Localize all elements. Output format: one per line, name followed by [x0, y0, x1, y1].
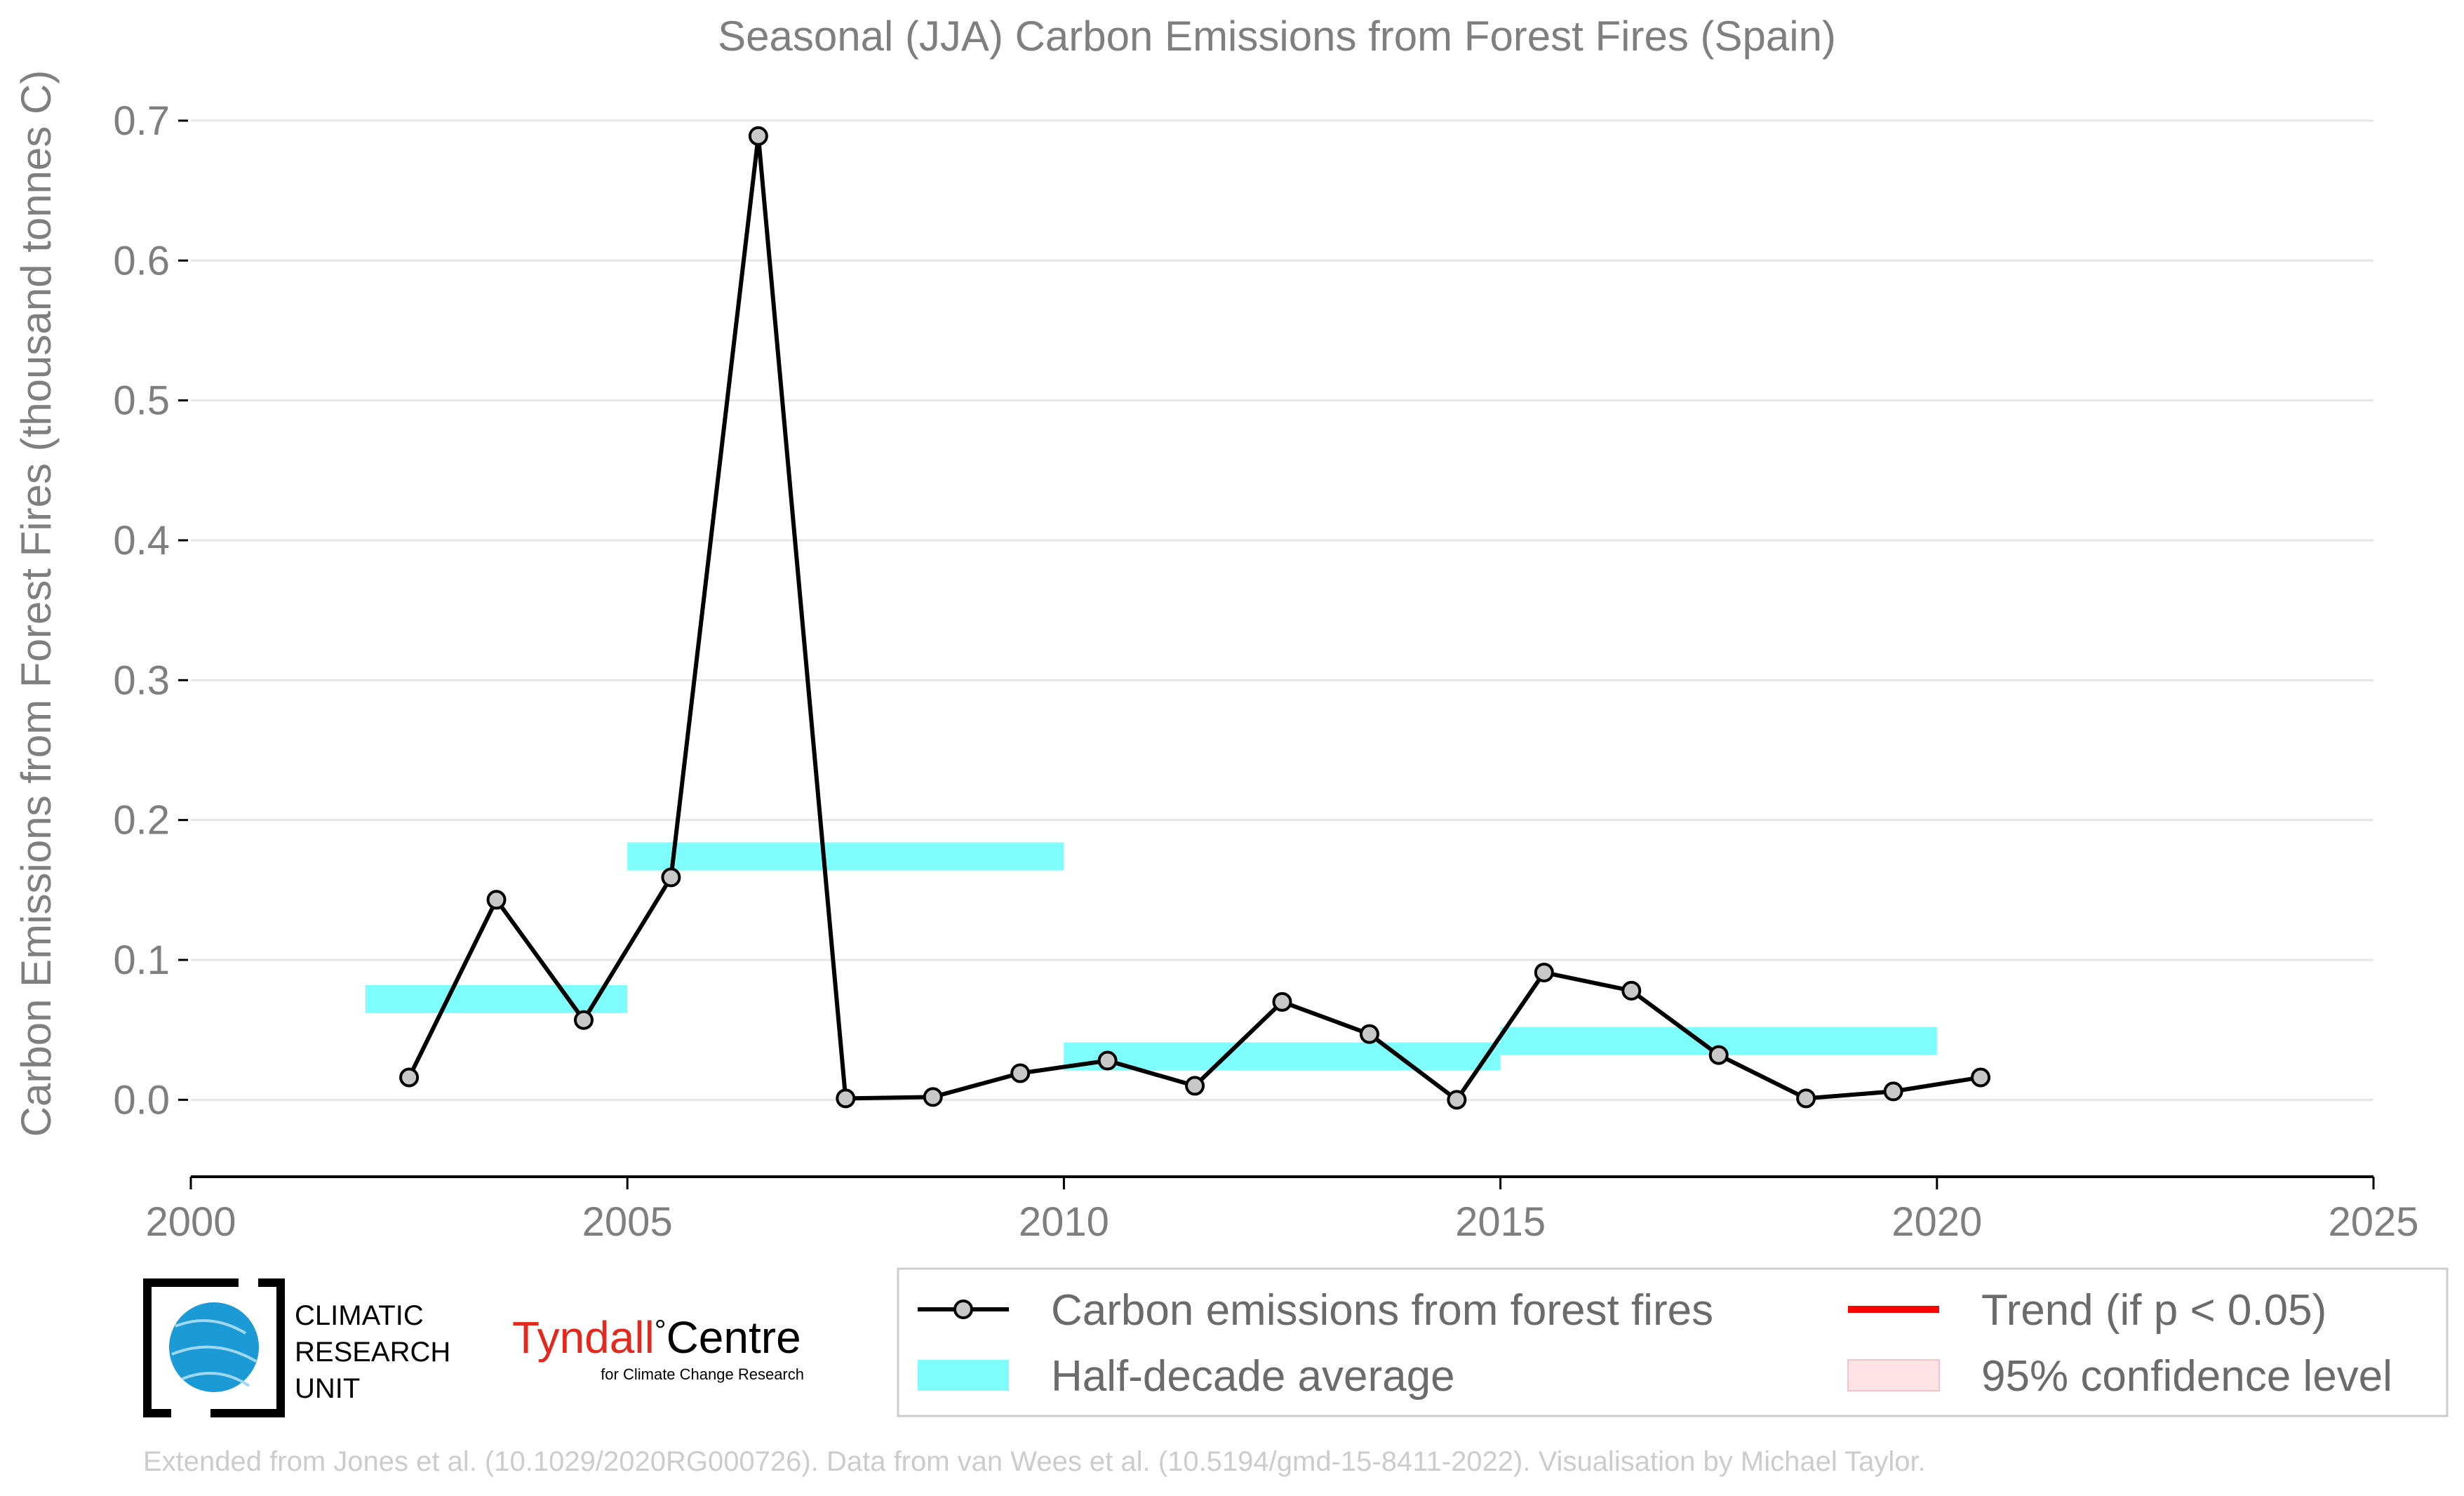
tyndall-subtitle: for Climate Change Research	[601, 1365, 804, 1383]
data-point-13	[1534, 962, 1554, 982]
tyndall-logo: Tyndall°Centre for Climate Change Resear…	[512, 1312, 804, 1383]
x-tick-label-0: 2000	[145, 1199, 236, 1245]
data-point-5	[836, 1088, 856, 1109]
data-point-3	[661, 867, 681, 888]
cru-text-line-2: RESEARCH	[295, 1337, 450, 1368]
half-decade-bar-0	[365, 984, 628, 1013]
legend-label-0: Carbon emissions from forest fires	[1051, 1286, 1713, 1335]
tyndall-word: Tyndall	[512, 1312, 655, 1363]
cru-text-line-1: CLIMATIC	[295, 1300, 424, 1331]
x-tick-label-1: 2005	[582, 1199, 673, 1245]
data-point-4	[748, 126, 768, 146]
legend-swatch-band	[1847, 1359, 1940, 1391]
cru-logo: CLIMATIC RESEARCH UNIT	[143, 1278, 450, 1417]
x-axis: 2000 2005 2010 2015 2020 2025	[145, 1175, 2419, 1245]
data-point-9	[1185, 1076, 1205, 1096]
tyndall-degree: °	[655, 1314, 667, 1347]
legend-frame	[897, 1267, 2449, 1417]
y-tick-label-2: 0.2	[113, 798, 170, 843]
half-decade-average-bars	[365, 842, 1937, 1071]
data-point-10	[1272, 991, 1292, 1012]
cru-logo-frame-right	[210, 1278, 285, 1417]
data-point-18	[1971, 1067, 1991, 1088]
legend-item-3: 95% confidence level	[1847, 1352, 2392, 1401]
data-point-12	[1447, 1090, 1467, 1110]
data-point-1	[486, 890, 507, 910]
y-tick-label-6: 0.6	[113, 238, 170, 283]
legend-swatch-band	[918, 1360, 1009, 1391]
gridlines	[191, 119, 2373, 1101]
x-tick-label-4: 2020	[1891, 1199, 1982, 1245]
legend-item-0: Carbon emissions from forest fires	[918, 1286, 1713, 1335]
y-tick-label-4: 0.4	[113, 518, 170, 563]
legend: Carbon emissions from forest fires Half-d…	[897, 1267, 2449, 1417]
centre-word: Centre	[667, 1312, 801, 1363]
legend-swatch-marker	[953, 1300, 973, 1319]
data-point-14	[1621, 980, 1642, 1001]
data-point-11	[1359, 1024, 1379, 1044]
data-point-16	[1796, 1088, 1816, 1109]
legend-item-2: Trend (if p < 0.05)	[1848, 1286, 2326, 1335]
y-tick-label-7: 0.7	[113, 98, 170, 144]
legend-label-2: Trend (if p < 0.05)	[1981, 1286, 2326, 1335]
half-decade-bar-1	[627, 842, 1064, 871]
data-point-2	[573, 1010, 594, 1030]
x-tick-label-3: 2015	[1455, 1199, 1546, 1245]
cru-text-line-3: UNIT	[295, 1373, 360, 1404]
emissions-series	[399, 126, 1991, 1110]
legend-item-1: Half-decade average	[918, 1352, 1455, 1401]
half-decade-bar-2	[1064, 1042, 1501, 1071]
globe-icon-swirl	[171, 1319, 257, 1387]
y-tick-label-1: 0.1	[113, 937, 170, 983]
y-tick-label-3: 0.3	[113, 657, 170, 703]
chart-title: Seasonal (JJA) Carbon Emissions from For…	[718, 13, 1836, 60]
data-point-17	[1883, 1081, 1903, 1102]
cru-logo-frame	[143, 1278, 239, 1417]
svg-text:Tyndall°Centre: Tyndall°Centre	[512, 1312, 801, 1363]
data-point-15	[1708, 1045, 1729, 1065]
legend-label-3: 95% confidence level	[1981, 1352, 2392, 1401]
y-tick-label-0: 0.0	[113, 1077, 170, 1123]
data-point-7	[1010, 1063, 1031, 1083]
data-point-8	[1097, 1050, 1118, 1071]
y-tick-label-5: 0.5	[113, 378, 170, 424]
data-point-0	[399, 1067, 420, 1088]
footer-credits: Extended from Jones et al. (10.1029/2020…	[143, 1446, 1926, 1477]
x-tick-label-5: 2025	[2328, 1199, 2418, 1245]
data-point-6	[923, 1087, 943, 1107]
series-line	[407, 133, 1981, 1102]
legend-label-1: Half-decade average	[1051, 1352, 1455, 1401]
y-axis-label: Carbon Emissions from Forest Fires (thou…	[13, 70, 60, 1137]
x-tick-label-2: 2010	[1019, 1199, 1109, 1245]
y-axis-ticks: 0.0 0.1 0.2 0.3 0.4 0.5 0.6 0.7	[113, 98, 188, 1123]
